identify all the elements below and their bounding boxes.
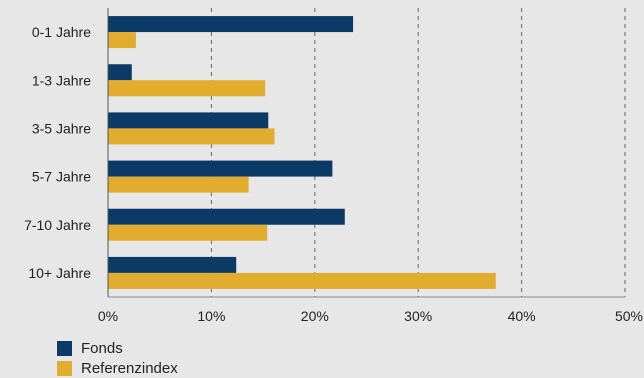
legend-item-fonds: Fonds [57,338,178,358]
bar-fonds-2 [108,64,132,81]
x-tick-label: 20% [301,308,329,324]
x-tick-label: 40% [508,308,536,324]
category-label: 3-5 Jahre [32,120,91,136]
legend-label-referenzindex: Referenzindex [81,359,178,377]
category-label: 0-1 Jahre [32,24,91,40]
bar-fonds-6 [108,256,237,273]
legend-swatch-referenzindex [57,360,72,376]
bar-fonds-1 [108,16,354,33]
x-tick-label: 50% [615,308,643,324]
bar-referenzindex-6 [108,272,496,289]
bar-referenzindex-4 [108,176,249,193]
legend-label-fonds: Fonds [81,339,123,357]
bar-referenzindex-1 [108,32,136,49]
category-label: 1-3 Jahre [32,72,91,88]
category-label: 5-7 Jahre [32,169,91,185]
legend-swatch-fonds [57,340,72,356]
category-label: 7-10 Jahre [24,217,91,233]
x-tick-label: 30% [404,308,432,324]
bar-fonds-3 [108,112,269,129]
bar-fonds-5 [108,208,345,225]
bar-referenzindex-2 [108,80,266,97]
category-label: 10+ Jahre [28,265,91,281]
bar-fonds-4 [108,160,333,177]
x-tick-label: 10% [197,308,225,324]
legend-item-referenzindex: Referenzindex [57,358,178,378]
bar-referenzindex-3 [108,128,275,145]
legend: Fonds Referenzindex [57,338,178,378]
x-tick-label: 0% [98,308,118,324]
bar-referenzindex-5 [108,224,268,241]
